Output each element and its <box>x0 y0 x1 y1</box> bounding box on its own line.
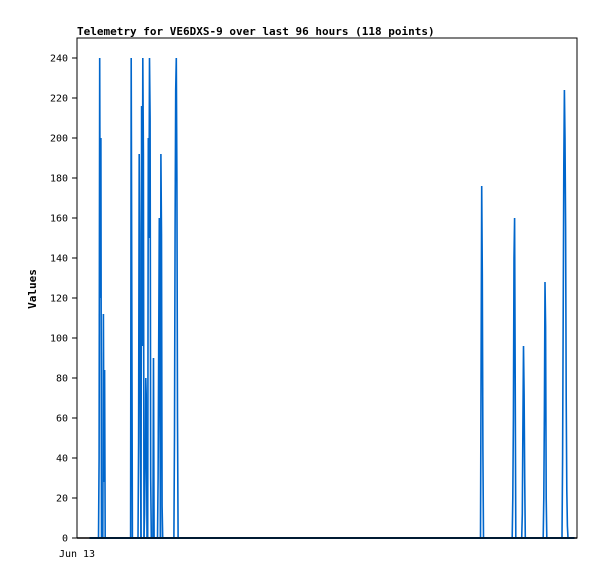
series-spike <box>152 357 155 539</box>
series-spike <box>561 89 569 539</box>
series-spike <box>173 57 179 539</box>
series-spike <box>520 345 527 539</box>
y-tick-label: 240 <box>50 54 68 65</box>
y-tick-label: 160 <box>50 214 68 225</box>
y-tick-label: 180 <box>50 174 68 185</box>
x-axis-ticks: Jun 13 <box>59 549 95 560</box>
y-tick-label: 20 <box>56 494 68 505</box>
y-tick-label: 0 <box>62 534 68 545</box>
series-spike <box>479 185 485 539</box>
y-tick-label: 140 <box>50 254 68 265</box>
y-axis-ticks: 0 20 40 60 80 100 120 140 160 180 200 220 240 <box>50 54 77 545</box>
series-spike <box>143 377 148 539</box>
series-spike <box>97 57 103 539</box>
x-tick-label: Jun 13 <box>59 549 95 560</box>
y-tick-label: 120 <box>50 294 68 305</box>
y-tick-label: 200 <box>50 134 68 145</box>
y-axis-label: Values <box>26 269 39 309</box>
y-tick-label: 40 <box>56 454 68 465</box>
chart-title: Telemetry for VE6DXS-9 over last 96 hour… <box>77 25 435 38</box>
y-tick-label: 100 <box>50 334 68 345</box>
series-spike <box>159 153 164 539</box>
y-tick-label: 60 <box>56 414 68 425</box>
plot-area <box>76 37 578 539</box>
series-spike <box>129 57 134 539</box>
y-tick-label: 80 <box>56 374 68 385</box>
series-spike <box>542 281 548 539</box>
series-spike <box>146 57 153 539</box>
series-spike <box>511 217 517 539</box>
y-tick-label: 220 <box>50 94 68 105</box>
series-spike <box>102 313 106 539</box>
series-spike <box>140 57 145 539</box>
